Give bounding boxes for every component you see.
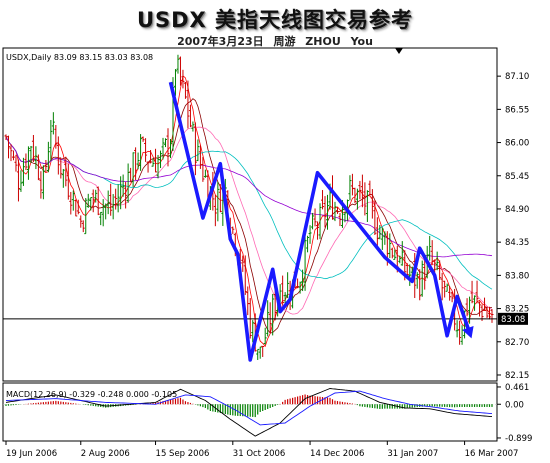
price-y-tick-label: 82.70 — [505, 338, 529, 348]
price-y-tick-label: 86.55 — [505, 105, 529, 115]
price-y-tick-label: 84.90 — [505, 205, 529, 215]
price-y-tick-label: 85.45 — [505, 172, 529, 182]
x-tick-label: 31 Jan 2007 — [387, 449, 438, 459]
axis-layer: 87.10 86.55 86.00 85.45 84.90 84.35 83.80 83.25… — [5, 72, 532, 459]
price-y-tick-label: 84.35 — [505, 238, 529, 248]
moving-average-line — [5, 136, 493, 258]
macd-line — [5, 388, 493, 437]
price-y-tick-label: 83.25 — [505, 305, 529, 315]
macd-y-tick-label: 0.00 — [505, 400, 524, 410]
x-tick-label: 31 Oct 2006 — [233, 449, 286, 459]
macd-signal-line — [5, 390, 493, 426]
trend-path-line — [168, 81, 472, 362]
macd-panel-header: MACD(12,26,9) -0.329 -0.248 0.000 -0.105 — [6, 390, 177, 399]
x-tick-label: 19 Jun 2006 — [6, 449, 57, 459]
macd-y-tick-label: -0.899 — [505, 434, 532, 444]
price-y-tick-label: 83.80 — [505, 271, 529, 281]
current-price-badge — [498, 312, 528, 325]
x-tick-label: 15 Sep 2006 — [156, 449, 210, 459]
price-layer — [3, 54, 497, 362]
moving-average-line — [5, 98, 492, 334]
current-price-label: 83.08 — [501, 315, 525, 325]
shift-marker-icon — [395, 48, 403, 54]
x-tick-label: 14 Dec 2006 — [310, 449, 364, 459]
macd-y-tick-label: 0.461 — [505, 383, 529, 393]
x-tick-label: 2 Aug 2006 — [81, 449, 130, 459]
page-title: USDX 美指天线图交易参考 — [136, 8, 414, 32]
price-y-tick-label: 87.10 — [505, 72, 529, 82]
x-tick-label: 16 Mar 2007 — [465, 449, 519, 459]
price-panel-header: USDX,Daily 83.09 83.15 83.03 83.08 — [6, 53, 153, 62]
macd-panel-frame — [2, 382, 498, 442]
price-y-tick-label: 86.00 — [505, 139, 529, 149]
trend-arrow-icon — [462, 326, 474, 339]
moving-average-line — [5, 75, 493, 348]
moving-average-line — [5, 126, 493, 315]
macd-layer — [3, 388, 497, 437]
page-subtitle: 2007年3月23日 周游 ZHOU You — [177, 35, 373, 48]
price-y-tick-label: 82.15 — [505, 371, 529, 381]
